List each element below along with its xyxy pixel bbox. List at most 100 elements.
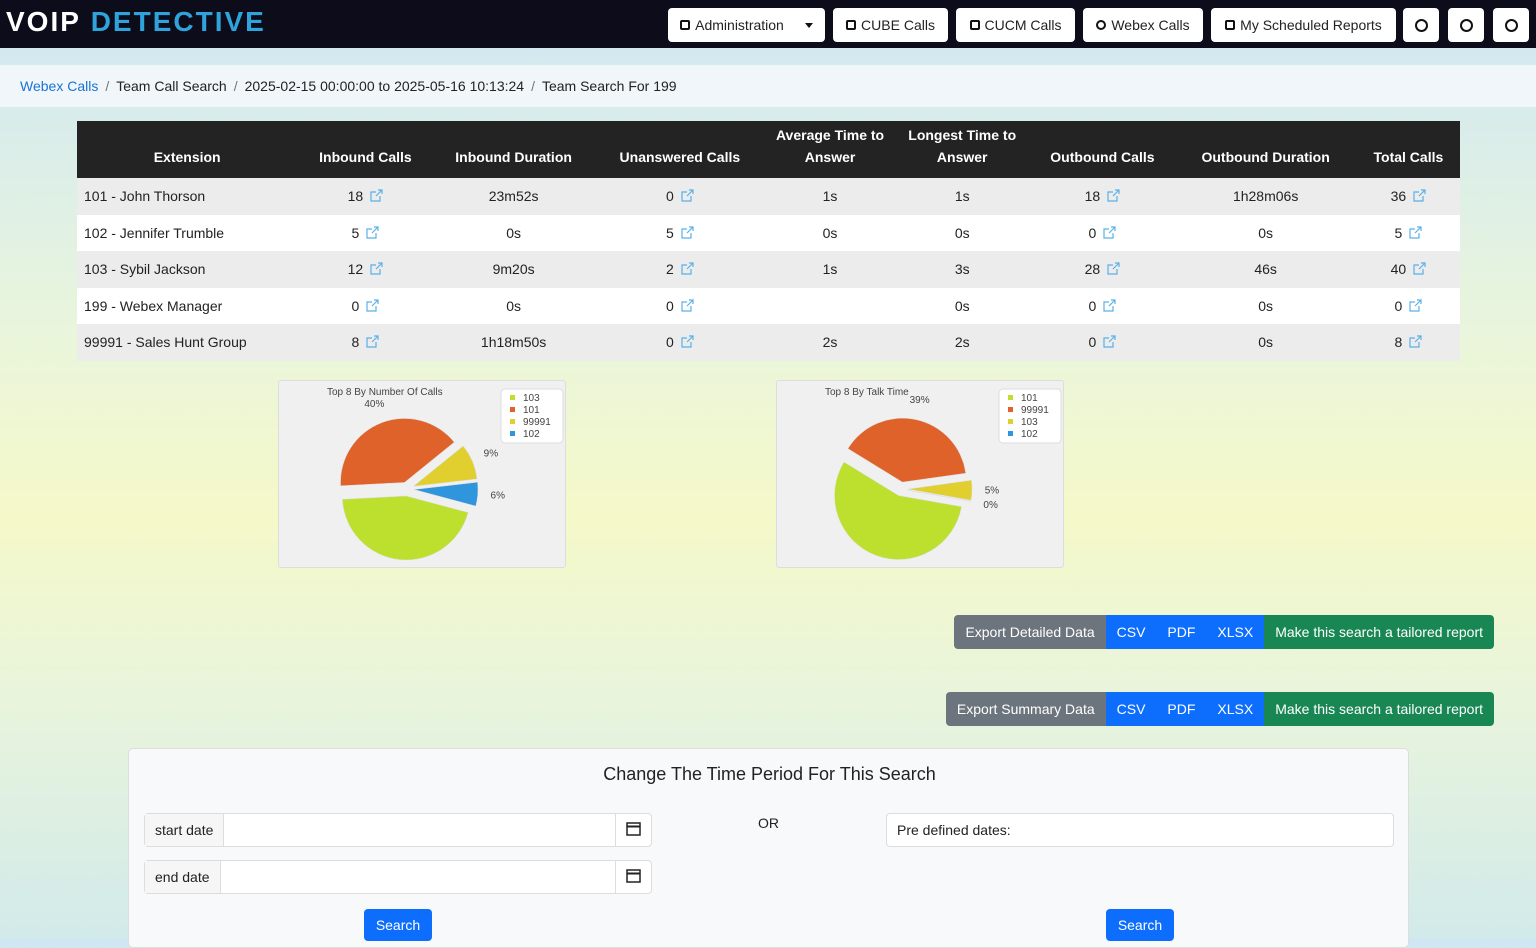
link-icon[interactable] [1413,262,1426,275]
table-cell: 0s [433,214,594,251]
link-icon[interactable] [1107,262,1120,275]
table-cell: 0 [1030,324,1175,361]
link-icon[interactable] [1103,226,1116,239]
table-cell: 23m52s [433,178,594,215]
crumb-item: Team Search For 199 [541,78,677,94]
nav-button[interactable]: My Scheduled Reports [1211,8,1396,42]
export-format-button[interactable]: CSV [1105,692,1157,726]
link-icon[interactable] [681,226,694,239]
logo[interactable]: VOIP DETECTIVE [6,6,266,38]
link-icon[interactable] [1409,226,1422,239]
legend-swatch [1008,395,1013,400]
search-button[interactable]: Search [1106,909,1174,941]
link-icon[interactable] [1413,189,1426,202]
nav-button[interactable]: CUBE Calls [833,8,948,42]
end-date-group[interactable]: end date [144,860,652,894]
legend-label: 102 [523,429,540,440]
icon-button[interactable] [1403,8,1439,42]
cell-text: 5 [665,224,674,241]
nav-button[interactable]: CUCM Calls [956,8,1075,42]
legend-label: 99991 [523,417,551,428]
icon-button[interactable] [1493,8,1529,42]
search-button[interactable]: Search [364,909,432,941]
table-cell: 18 [297,178,434,215]
legend-swatch [510,419,515,424]
table-cell: 102 - Jennifer Trumble [77,214,298,251]
cell-text: 1s [822,261,838,278]
pie-slice [907,479,973,501]
link-icon[interactable] [366,335,379,348]
predefined-label: Pre defined dates: [897,822,1011,838]
cell-text: 18 [347,188,364,205]
export-format-button[interactable]: PDF [1156,692,1207,726]
table-row: 101 - John Thorson 18 23m52s 0 1s 1s 18 1h28m06… [77,178,1460,215]
link-icon[interactable] [681,299,694,312]
export-format-button[interactable]: XLSX [1206,692,1265,726]
table-cell: 0s [1174,287,1357,324]
link-icon[interactable] [681,262,694,275]
export-format-button[interactable]: PDF [1156,615,1207,649]
table-cell: 99991 - Sales Hunt Group [77,324,298,361]
link-icon[interactable] [1103,299,1116,312]
predefined-dates[interactable]: Pre defined dates: [886,813,1394,847]
cell-text: 2 [665,261,674,278]
column-header: Outbound Calls [1030,121,1175,178]
cell-text: 1h18m50s [480,334,547,351]
nav-label: CUCM Calls [984,17,1062,33]
start-date-group[interactable]: start date [144,813,652,847]
link-icon[interactable] [1409,299,1422,312]
cell-text: 0 [1088,334,1097,351]
nav-button[interactable]: Administration [668,8,825,42]
tailored-report-button[interactable]: Make this search a tailored report [1264,692,1494,726]
table-row: 103 - Sybil Jackson 12 9m20s 2 1s 3s 28 46s 40 [77,251,1460,288]
table-cell: 0s [1174,214,1357,251]
link-icon[interactable] [1107,189,1120,202]
navbar: VOIP DETECTIVE Administration CUBE Calls C… [0,0,1536,48]
cell-text: 0s [1258,297,1274,314]
table-cell: 0 [1030,287,1175,324]
column-header: Extension [77,121,298,178]
slice-label: 6% [491,491,506,502]
cell-text: 199 - Webex Manager [84,297,223,314]
table-cell: 1s [765,251,895,288]
nav-button[interactable]: Webex Calls [1083,8,1203,42]
link-icon[interactable] [370,262,383,275]
link-icon[interactable] [366,299,379,312]
cell-text: 0 [665,297,674,314]
nav-icon [969,20,980,30]
table-cell: 1h18m50s [433,324,594,361]
export-format-button[interactable]: XLSX [1206,615,1265,649]
cell-text: 0 [665,334,674,351]
link-icon[interactable] [366,226,379,239]
date-form: Change The Time Period For This Search s… [128,748,1409,948]
cell-text: 1s [954,188,970,205]
export-label: Export Detailed Data [954,615,1106,649]
calendar-icon[interactable] [615,814,651,846]
link-icon[interactable] [681,189,694,202]
column-header: Unanswered Calls [593,121,766,178]
pie-slice [847,417,967,483]
table-cell: 0s [894,287,1031,324]
icon [1459,18,1473,32]
cell-text: 40 [1390,261,1407,278]
link-icon[interactable] [1103,335,1116,348]
crumb-item[interactable]: Webex Calls [20,78,99,94]
calendar-icon[interactable] [615,861,651,893]
team-table: Extension Inbound Calls Inbound Duration Un… [77,121,1460,361]
cell-text: 1h28m06s [1232,188,1299,205]
link-icon[interactable] [1409,335,1422,348]
table-cell: 3s [894,251,1031,288]
table-cell: 46s [1174,251,1357,288]
export-format-button[interactable]: CSV [1105,615,1157,649]
table-cell: 1h28m06s [1174,178,1357,215]
icon-button[interactable] [1448,8,1484,42]
column-header: Outbound Duration [1174,121,1357,178]
tailored-report-button[interactable]: Make this search a tailored report [1264,615,1494,649]
cell-text: 0s [954,224,970,241]
legend-swatch [1008,431,1013,436]
pie-slice [342,495,469,561]
link-icon[interactable] [370,189,383,202]
cell-text: 102 - Jennifer Trumble [84,224,225,241]
link-icon[interactable] [681,335,694,348]
